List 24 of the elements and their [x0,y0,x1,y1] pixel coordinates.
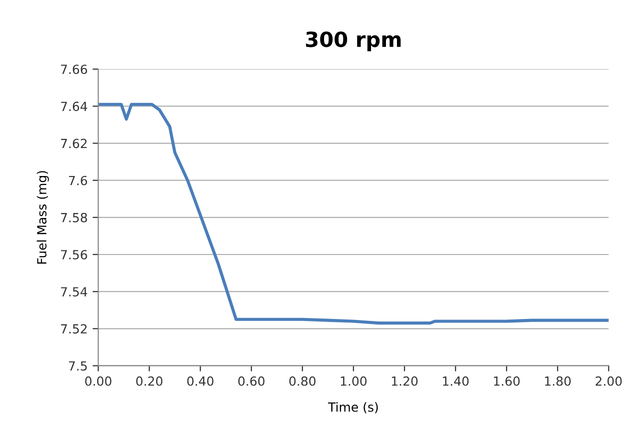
x-tick-label: 1.80 [545,376,571,386]
y-tick-label: 7.56 [61,250,88,260]
y-tick-label: 7.5 [69,361,87,371]
y-tick-label: 7.58 [61,212,87,222]
x-tick-label: 2.00 [596,376,622,386]
x-tick-label: 1.40 [442,376,469,386]
x-axis-title: Time (s) [328,402,378,414]
y-tick-label: 7.66 [61,64,88,74]
y-tick-label: 7.62 [61,138,87,148]
y-tick-label: 7.52 [61,324,87,334]
y-axis-title: Fuel Mass (mg) [36,171,49,264]
x-tick-label: 1.60 [494,376,520,386]
x-tick-label: 0.00 [85,376,112,386]
line-series [98,102,609,325]
y-tick-label: 7.54 [61,287,88,296]
x-tick-label: 0.60 [238,376,264,386]
x-tick-label: 0.40 [187,376,214,386]
y-tick-label: 7.6 [69,176,88,186]
x-tick-label: 1.00 [340,376,367,386]
x-tick-label: 1.20 [392,376,418,386]
x-tick-label: 0.80 [289,376,316,386]
chart-title: 300 rpm [306,31,401,52]
x-tick-label: 0.20 [136,376,162,386]
y-tick-label: 7.64 [61,102,88,112]
